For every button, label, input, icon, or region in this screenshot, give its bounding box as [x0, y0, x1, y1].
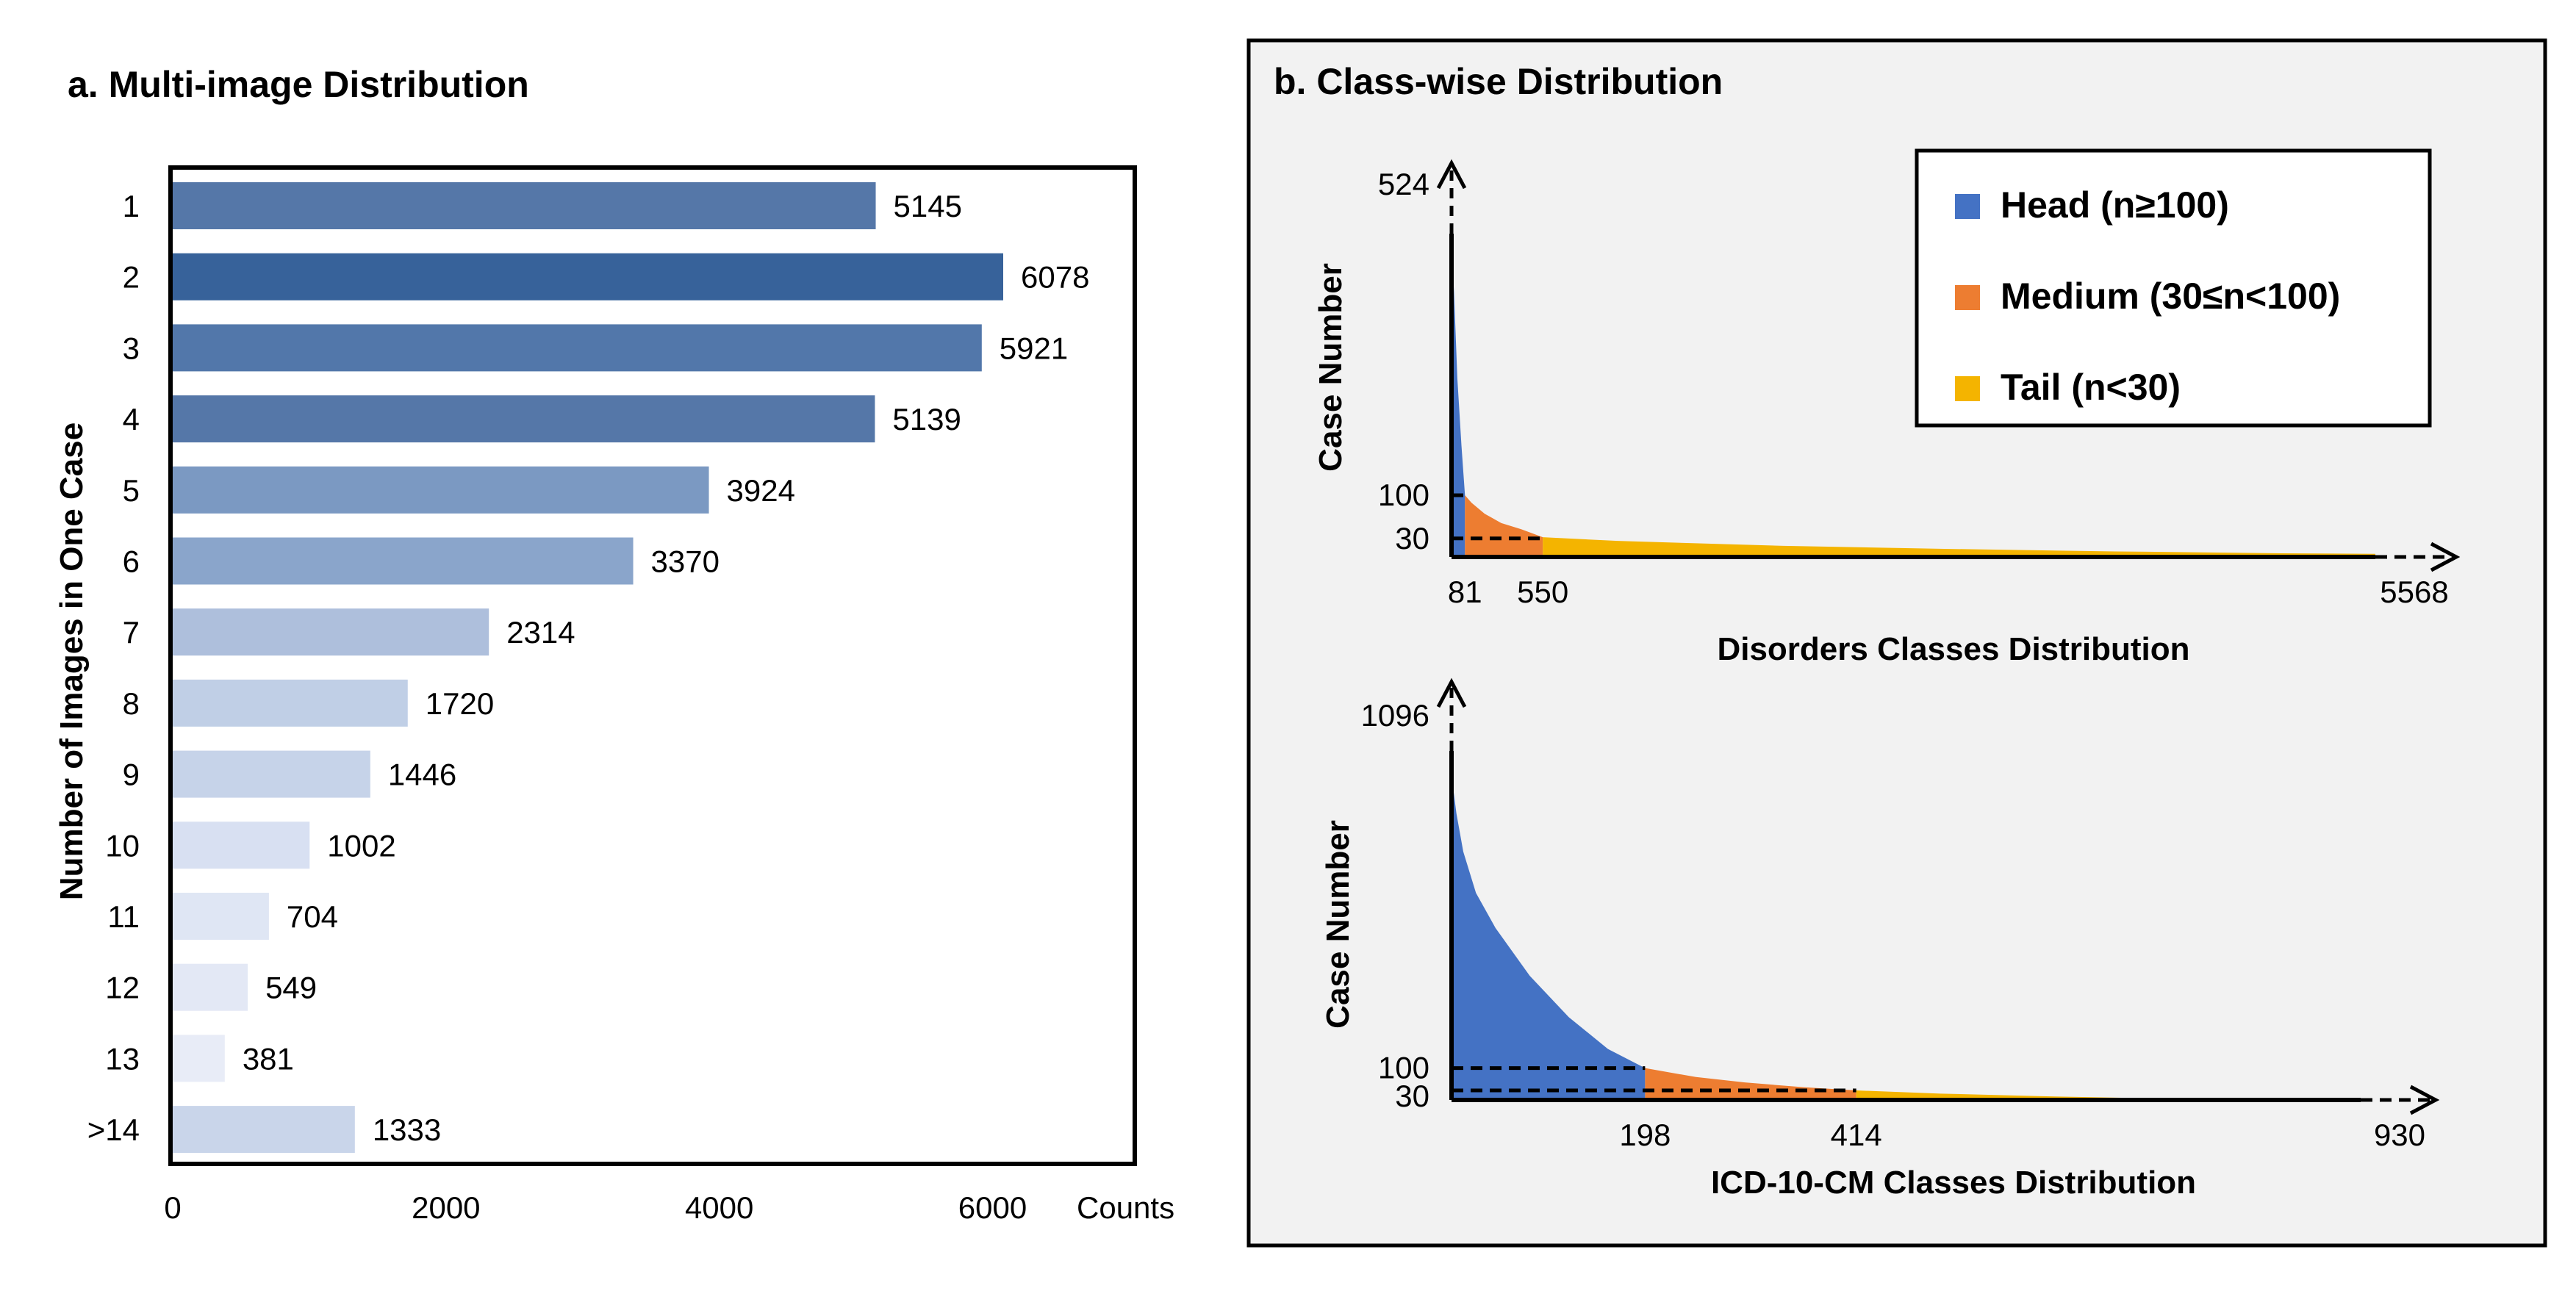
value-label-5: 3924	[727, 473, 795, 508]
area-head-2	[1452, 774, 1646, 1100]
category-label-3: 3	[123, 331, 140, 365]
value-label-10: 1002	[327, 828, 395, 863]
legend-label-1: Medium (30≤n<100)	[2001, 276, 2340, 317]
area-tail-1	[1543, 537, 2375, 557]
y-axis-arrow-2	[1436, 677, 1467, 708]
y-tick-524: 524	[1378, 167, 1429, 201]
bar-12	[173, 963, 248, 1011]
value-label-8: 1720	[426, 686, 494, 721]
bar-5	[173, 466, 709, 514]
value-label-6: 3370	[651, 544, 720, 579]
bar-1	[173, 182, 876, 229]
bar-3	[173, 324, 982, 372]
panel-a: a. Multi-image Distribution 123456789101…	[54, 64, 1174, 1225]
value-label-4: 5139	[892, 402, 961, 436]
bar-2	[173, 253, 1003, 301]
y-tick-100: 100	[1378, 478, 1429, 512]
bar-6	[173, 537, 634, 585]
y-axis-label-a: Number of Images in One Case	[54, 422, 90, 900]
value-label-3: 5921	[1000, 331, 1068, 365]
legend-swatch-1	[1955, 285, 1980, 310]
panel-a-title: a. Multi-image Distribution	[68, 64, 529, 105]
legend-label-0: Head (n≥100)	[2001, 184, 2229, 226]
x-tick-5568: 5568	[2380, 575, 2448, 609]
category-label-7: 7	[123, 615, 140, 650]
x-tick-labels-a: 0 2000 4000 6000	[164, 1190, 1027, 1225]
category-label-1: 1	[123, 189, 140, 223]
bar-7	[173, 608, 489, 656]
x-tick-930: 930	[2374, 1118, 2425, 1152]
bar->14	[173, 1106, 355, 1154]
subchart-title-1: Disorders Classes Distribution	[1717, 631, 2189, 667]
subchart-title-2: ICD-10-CM Classes Distribution	[1711, 1165, 2196, 1201]
y-tick-30: 30	[1395, 521, 1429, 555]
category-label-12: 12	[105, 971, 140, 1005]
value-label-1: 5145	[894, 189, 962, 223]
category-label-6: 6	[123, 544, 140, 579]
legend-swatch-2	[1955, 376, 1980, 401]
bars-a	[173, 182, 1003, 1154]
category-label-13: 13	[105, 1041, 140, 1076]
x-axis-arrow-2	[2409, 1085, 2440, 1115]
category-label-10: 10	[105, 828, 140, 863]
x-tick-6000: 6000	[958, 1190, 1027, 1225]
x-tick-550: 550	[1517, 575, 1568, 609]
value-label-7: 2314	[506, 615, 575, 650]
value-label-12: 549	[265, 971, 317, 1005]
bar-8	[173, 679, 408, 727]
x-axis-arrow-1	[2430, 542, 2461, 572]
x-tick-414: 414	[1831, 1118, 1882, 1152]
category-label-11: 11	[107, 899, 140, 934]
area-medium-1	[1465, 495, 1543, 557]
category-label->14: >14	[87, 1112, 140, 1147]
area-head-1	[1452, 248, 1465, 557]
x-axis-label-a: Counts	[1077, 1190, 1174, 1225]
legend-label-2: Tail (n<30)	[2001, 367, 2181, 408]
x-tick-198: 198	[1619, 1118, 1671, 1152]
y-axis-arrow-1	[1436, 159, 1467, 190]
value-label-9: 1446	[388, 758, 456, 792]
x-tick-81: 81	[1448, 575, 1482, 609]
category-label-8: 8	[123, 686, 140, 721]
x-tick-2000: 2000	[412, 1190, 480, 1225]
value-label-13: 381	[243, 1041, 294, 1076]
bar-13	[173, 1035, 225, 1082]
plot-frame-a	[168, 165, 1137, 1166]
subchart-y-label-1: Case Number	[1313, 263, 1349, 472]
y-tick-1096: 1096	[1361, 698, 1429, 733]
y-tick-100: 100	[1378, 1051, 1429, 1085]
panel-b-title: b. Class-wise Distribution	[1274, 61, 1723, 102]
category-label-4: 4	[123, 402, 140, 436]
category-label-2: 2	[123, 260, 140, 295]
value-labels-a: 5145 6078 5921 5139 3924 3370 2314 1720 1446 1002…	[243, 189, 1090, 1147]
category-label-5: 5	[123, 473, 140, 508]
area-tail-2	[1856, 1090, 2361, 1100]
value-label-2: 6078	[1021, 260, 1089, 295]
legend-swatch-0	[1955, 194, 1980, 219]
panel-b: b. Class-wise Distribution Head (n≥100) M…	[1246, 38, 2547, 1248]
value-label->14: 1333	[373, 1112, 441, 1147]
bar-10	[173, 821, 310, 869]
legend-box	[1915, 148, 2432, 428]
subchart-disorders: 524 100 30 81 550 5568 Disorders Classes Distr…	[1313, 159, 2461, 667]
y-tick-30: 30	[1395, 1079, 1429, 1113]
bar-11	[173, 893, 269, 940]
category-label-9: 9	[123, 758, 140, 792]
bar-4	[173, 395, 875, 443]
value-label-11: 704	[287, 899, 338, 934]
x-tick-0: 0	[164, 1190, 181, 1225]
bar-9	[173, 750, 370, 798]
legend: Head (n≥100) Medium (30≤n<100) Tail (n<30)	[1915, 148, 2432, 428]
x-tick-4000: 4000	[685, 1190, 753, 1225]
subchart-y-label-2: Case Number	[1320, 820, 1356, 1029]
